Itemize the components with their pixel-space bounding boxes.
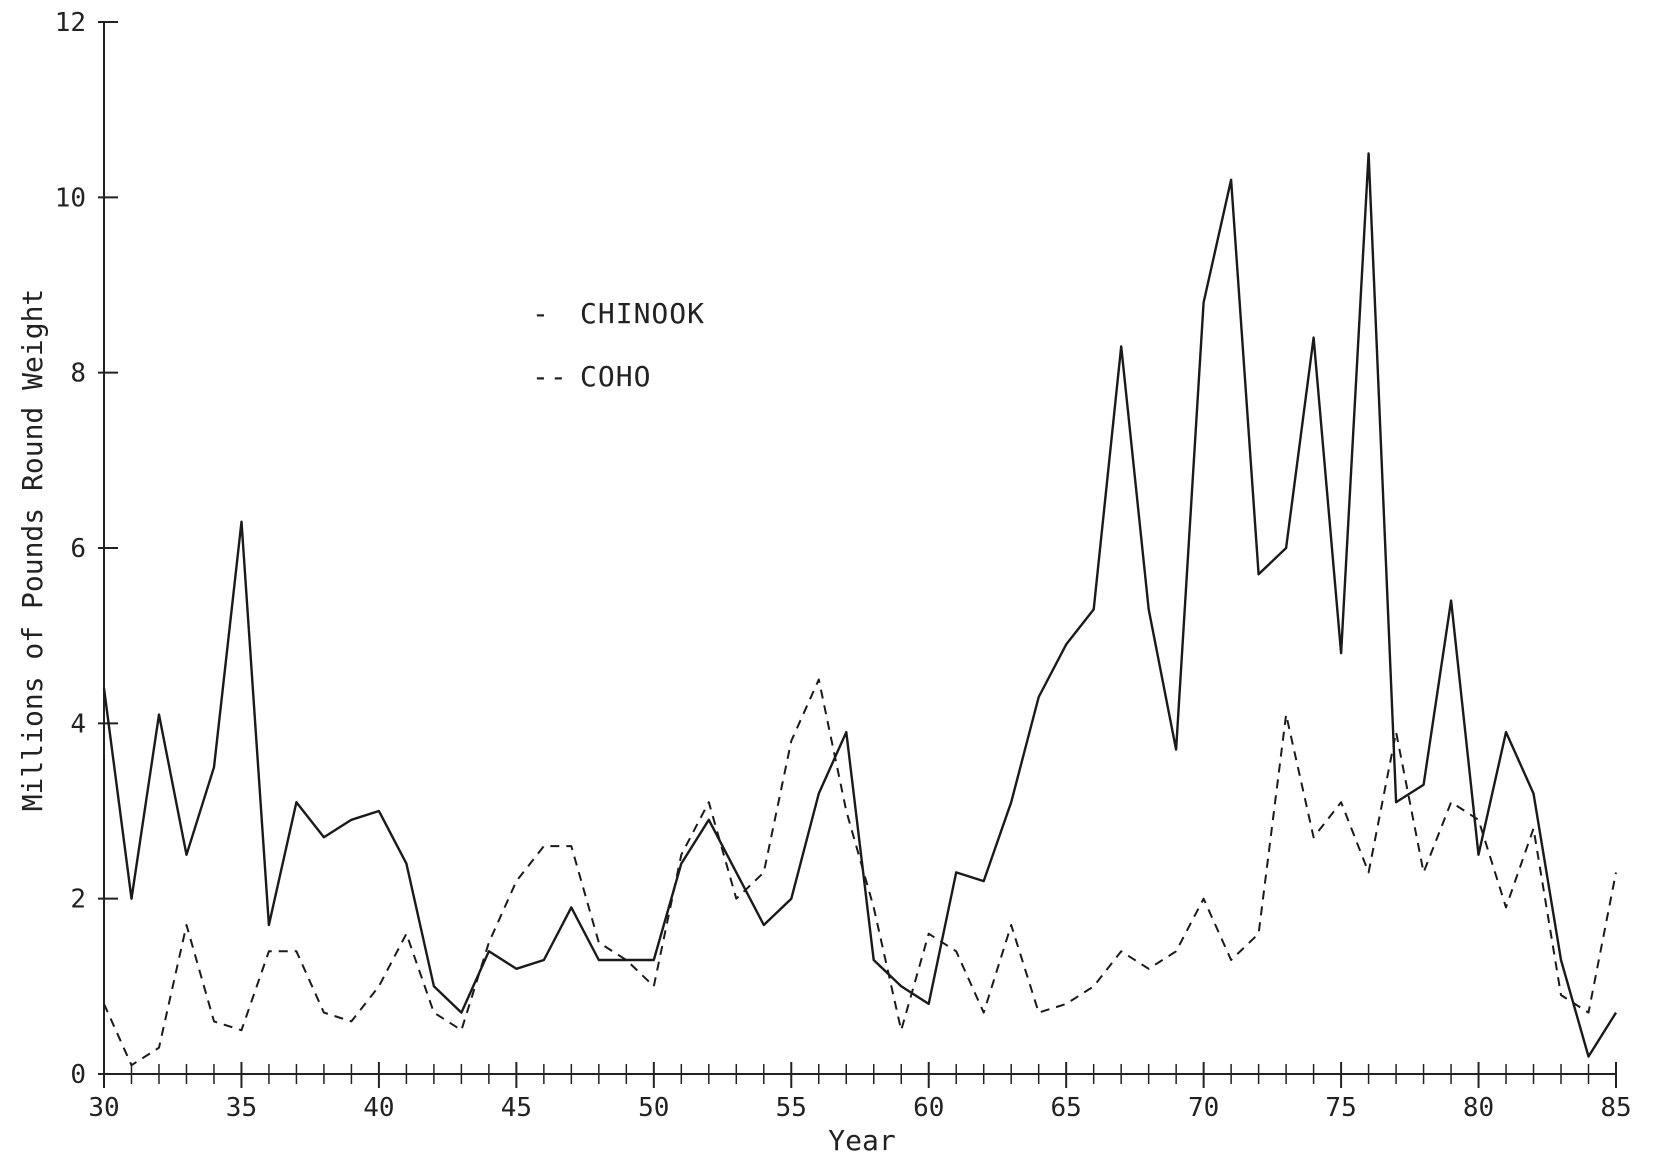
legend-label-chinook: CHINOOK [580, 297, 705, 330]
x-tick-label: 50 [638, 1093, 669, 1123]
y-tick-label: 12 [55, 8, 86, 38]
series-line-chinook [102, 152, 1618, 1058]
x-tick-label: 80 [1463, 1093, 1494, 1123]
legend-marker-coho: -- [532, 360, 568, 393]
x-tick-label: 75 [1325, 1093, 1356, 1123]
x-tick-label: 65 [1051, 1093, 1082, 1123]
x-tick-label: 45 [501, 1093, 532, 1123]
y-tick-label: 8 [70, 359, 86, 389]
y-tick-label: 4 [70, 709, 86, 739]
y-tick-label: 2 [70, 885, 86, 915]
y-axis-title: Millions of Pounds Round Weight [16, 289, 49, 812]
x-axis-title: Year [828, 1124, 895, 1157]
y-tick-label: 0 [70, 1060, 86, 1090]
axes: 30 35 40 45 50 55 60 65 70 75 80 85 0 2 4 6 8 10 12 [55, 8, 1632, 1123]
x-tick-label: 55 [776, 1093, 807, 1123]
legend-marker-chinook: - [532, 297, 550, 330]
x-tick-label: 30 [88, 1093, 119, 1123]
series-line-coho [103, 678, 1617, 1067]
y-tick-label: 10 [55, 183, 86, 213]
y-tick-label: 6 [70, 534, 86, 564]
legend: - CHINOOK -- COHO [532, 297, 705, 393]
x-tick-label: 40 [363, 1093, 394, 1123]
series-layer [102, 152, 1618, 1067]
x-tick-label: 85 [1600, 1093, 1631, 1123]
x-tick-label: 35 [226, 1093, 257, 1123]
x-tick-label: 60 [913, 1093, 944, 1123]
legend-label-coho: COHO [580, 360, 651, 393]
x-tick-label: 70 [1188, 1093, 1219, 1123]
